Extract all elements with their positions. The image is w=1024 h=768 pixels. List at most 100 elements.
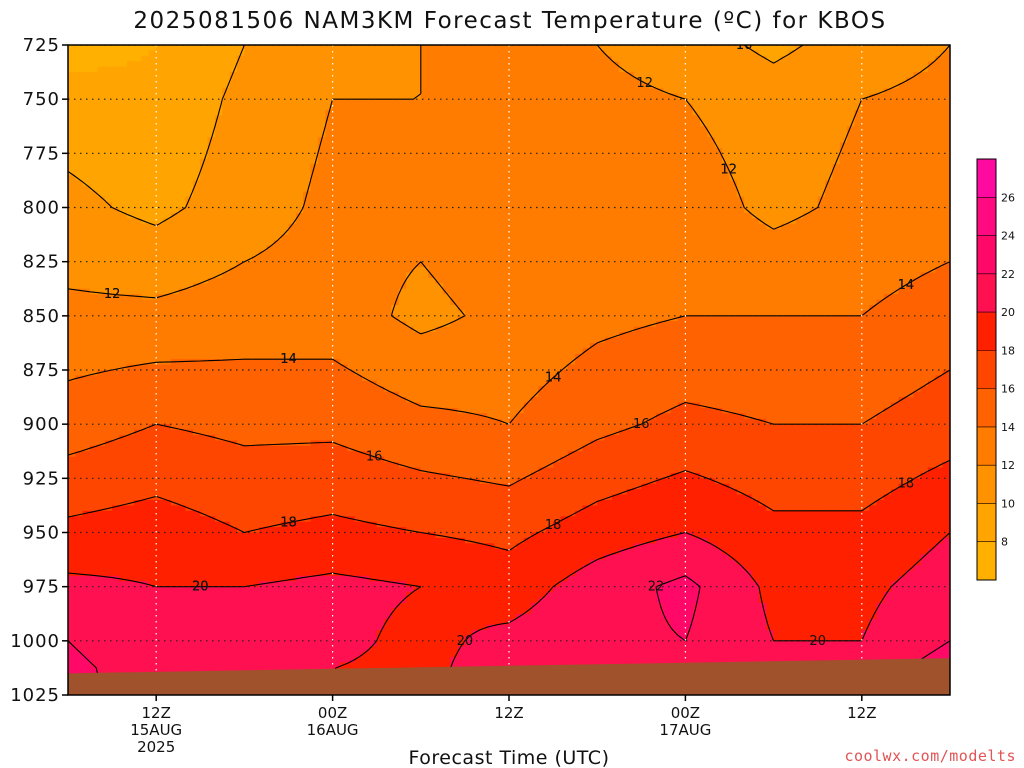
- temperature-cell: [883, 158, 892, 165]
- temperature-cell: [310, 212, 319, 219]
- temperature-cell: [611, 147, 620, 154]
- temperature-cell: [619, 185, 628, 192]
- temperature-cell: [237, 175, 245, 182]
- temperature-cell: [560, 250, 569, 257]
- temperature-cell: [656, 45, 664, 52]
- temperature-cell: [332, 250, 341, 257]
- temperature-cell: [428, 82, 437, 89]
- temperature-cell: [707, 256, 716, 263]
- temperature-cell: [75, 131, 84, 138]
- temperature-cell: [825, 212, 833, 219]
- temperature-cell: [891, 229, 900, 236]
- temperature-cell: [112, 180, 121, 187]
- temperature-cell: [126, 245, 135, 252]
- temperature-cell: [670, 88, 679, 95]
- temperature-cell: [251, 164, 260, 171]
- temperature-cell: [744, 142, 753, 149]
- temperature-cell: [736, 50, 745, 57]
- temperature-cell: [398, 72, 407, 79]
- temperature-cell: [773, 110, 782, 117]
- temperature-cell: [148, 137, 157, 144]
- temperature-cell: [112, 245, 121, 252]
- temperature-cell: [619, 55, 628, 62]
- temperature-cell: [839, 223, 848, 230]
- temperature-cell: [883, 99, 892, 106]
- temperature-cell: [832, 115, 841, 122]
- temperature-cell: [545, 72, 554, 79]
- temperature-cell: [758, 245, 767, 252]
- temperature-cell: [273, 245, 282, 252]
- temperature-cell: [310, 153, 319, 160]
- temperature-cell: [810, 77, 819, 84]
- temperature-cell: [942, 169, 950, 176]
- temperature-cell: [259, 245, 268, 252]
- temperature-cell: [457, 229, 466, 236]
- temperature-cell: [810, 202, 819, 209]
- temperature-cell: [648, 234, 657, 241]
- temperature-cell: [905, 250, 914, 257]
- temperature-cell: [281, 110, 290, 117]
- temperature-cell: [854, 45, 863, 52]
- temperature-cell: [869, 66, 878, 73]
- temperature-cell: [905, 164, 914, 171]
- temperature-cell: [663, 153, 672, 160]
- temperature-cell: [582, 104, 591, 111]
- temperature-cell: [553, 142, 562, 149]
- temperature-cell: [942, 147, 950, 154]
- temperature-cell: [766, 240, 775, 247]
- temperature-cell: [516, 77, 525, 84]
- temperature-cell: [648, 82, 657, 89]
- temperature-cell: [531, 72, 539, 79]
- temperature-cell: [700, 126, 709, 133]
- temperature-cell: [626, 212, 635, 219]
- temperature-cell: [126, 104, 135, 111]
- temperature-cell: [516, 218, 525, 225]
- temperature-cell: [560, 164, 569, 171]
- temperature-cell: [273, 218, 282, 225]
- temperature-cell: [486, 88, 495, 95]
- temperature-cell: [295, 223, 304, 230]
- temperature-cell: [626, 202, 635, 209]
- temperature-cell: [795, 180, 804, 187]
- temperature-cell: [457, 223, 466, 230]
- temperature-cell: [633, 72, 642, 79]
- temperature-cell: [104, 240, 113, 247]
- temperature-cell: [369, 131, 378, 138]
- temperature-cell: [251, 169, 260, 176]
- temperature-cell: [75, 185, 84, 192]
- temperature-cell: [325, 234, 334, 241]
- temperature-cell: [648, 218, 657, 225]
- temperature-cell: [479, 99, 488, 106]
- temperature-cell: [560, 72, 569, 79]
- temperature-cell: [126, 88, 135, 95]
- temperature-cell: [780, 88, 789, 95]
- temperature-cell: [927, 55, 936, 62]
- temperature-cell: [104, 120, 113, 127]
- temperature-cell: [663, 137, 672, 144]
- temperature-cell: [589, 104, 598, 111]
- temperature-cell: [178, 245, 187, 252]
- temperature-cell: [604, 99, 613, 106]
- temperature-cell: [751, 61, 760, 68]
- temperature-cell: [479, 50, 488, 57]
- temperature-cell: [354, 191, 363, 198]
- temperature-cell: [692, 142, 701, 149]
- temperature-cell: [861, 256, 870, 263]
- temperature-cell: [428, 104, 437, 111]
- temperature-cell: [303, 142, 312, 149]
- temperature-cell: [237, 82, 245, 89]
- temperature-cell: [244, 82, 253, 89]
- temperature-cell: [751, 234, 760, 241]
- temperature-cell: [913, 72, 922, 79]
- temperature-cell: [413, 131, 422, 138]
- temperature-cell: [464, 77, 473, 84]
- temperature-cell: [303, 82, 312, 89]
- temperature-cell: [678, 55, 686, 62]
- temperature-cell: [927, 137, 936, 144]
- temperature-cell: [773, 175, 782, 182]
- temperature-cell: [891, 218, 900, 225]
- temperature-cell: [479, 55, 488, 62]
- temperature-cell: [847, 169, 856, 176]
- temperature-cell: [758, 126, 767, 133]
- temperature-cell: [295, 191, 304, 198]
